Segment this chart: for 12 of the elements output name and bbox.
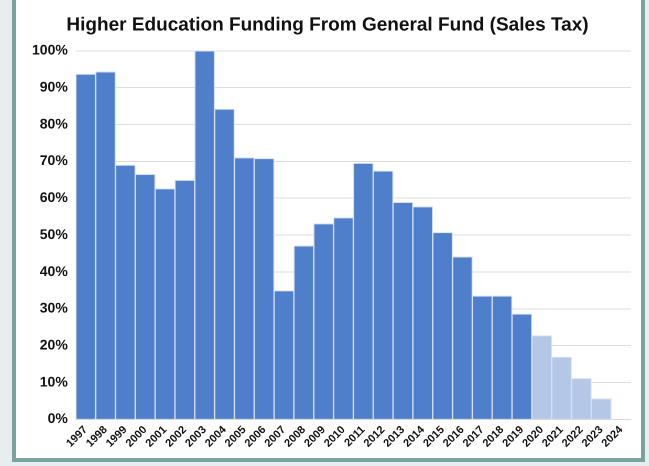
y-tick-label: 20%	[40, 336, 68, 353]
y-tick-label: 100%	[32, 42, 68, 58]
y-tick-label: 0%	[48, 410, 68, 426]
y-tick-label: 50%	[40, 226, 68, 242]
y-tick-label: 30%	[40, 300, 68, 316]
y-tick-label: 60%	[40, 189, 68, 206]
y-tick-label: 40%	[40, 262, 68, 279]
chart-title: Higher Education Funding From General Fund (Sales Tax)	[66, 14, 589, 36]
y-tick-label: 80%	[40, 115, 68, 132]
y-tick-label: 90%	[40, 78, 68, 95]
y-tick-label: 70%	[40, 152, 68, 168]
y-tick-label: 10%	[40, 373, 68, 390]
